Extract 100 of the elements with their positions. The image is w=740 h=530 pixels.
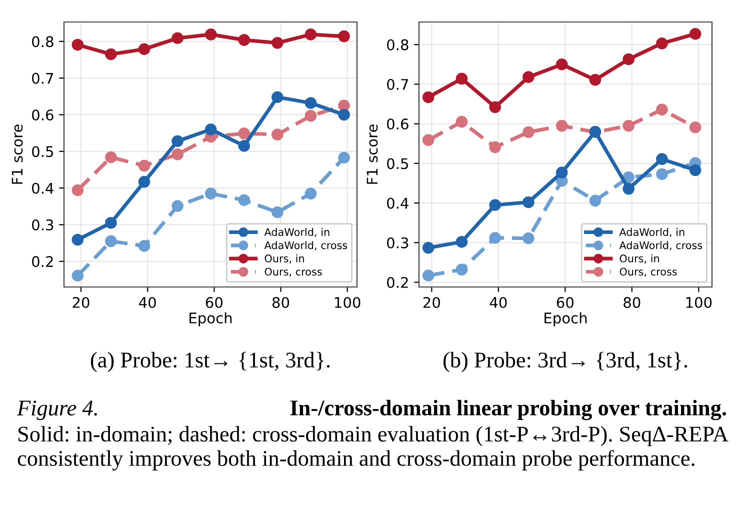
point xyxy=(556,166,568,178)
point xyxy=(422,134,434,146)
point xyxy=(72,38,84,51)
point xyxy=(304,28,317,40)
point xyxy=(456,236,468,248)
y-tick-label: 0.2 xyxy=(387,276,408,288)
y-tick-label: 0.7 xyxy=(32,72,54,84)
point xyxy=(172,135,184,148)
point xyxy=(204,123,217,136)
point xyxy=(238,194,250,206)
legend-label: Ours, cross xyxy=(620,268,677,277)
point xyxy=(656,168,668,180)
legend-label: Ours, in xyxy=(264,254,304,264)
y-tick-label: 0.6 xyxy=(32,109,54,120)
point xyxy=(622,120,634,132)
point xyxy=(338,108,350,121)
point xyxy=(489,199,501,211)
text: (a) Probe: 1st→ {1st, 3rd}. xyxy=(90,352,330,372)
point xyxy=(522,196,534,208)
x-tick-label: 20 xyxy=(423,296,440,308)
x-tick-label: 80 xyxy=(272,296,290,308)
x-tick-label: 80 xyxy=(624,296,640,308)
x-tick-label: 100 xyxy=(335,296,360,308)
point xyxy=(238,128,250,140)
legend-label: Ours, cross xyxy=(264,268,322,277)
point xyxy=(304,188,317,200)
point xyxy=(105,235,117,248)
y-tick-label: 0.5 xyxy=(32,146,54,158)
point xyxy=(338,152,350,164)
point xyxy=(272,36,284,49)
text: Solid: in-domain; dashed: cross-domain evaluation (1st-P↔3rd-P). SeqΔ-REPA consistently improves both in-domain and cross-domain probe performance. xyxy=(18,426,728,471)
point xyxy=(656,104,668,116)
point xyxy=(272,91,284,104)
x-tick-label: 60 xyxy=(206,296,222,308)
point xyxy=(238,140,250,152)
x-tick-label: 20 xyxy=(72,296,90,308)
y-tick-label: 0.5 xyxy=(387,158,408,170)
point xyxy=(489,141,501,154)
point xyxy=(556,58,568,70)
point xyxy=(456,264,468,276)
legend-label: AdaWorld, cross xyxy=(264,241,348,250)
point xyxy=(556,120,568,132)
y-axis-title: F1 score xyxy=(366,124,378,184)
point xyxy=(72,184,84,196)
y-tick-label: 0.3 xyxy=(387,237,408,248)
point xyxy=(456,72,468,85)
caption: Figure 4. xyxy=(16,400,97,420)
point xyxy=(422,270,434,282)
point xyxy=(272,128,284,140)
x-axis-title: Epoch xyxy=(544,312,587,326)
x-tick-label: 40 xyxy=(139,296,156,308)
point xyxy=(172,200,184,212)
y-tick-label: 0.7 xyxy=(387,78,408,90)
x-axis-title: Epoch xyxy=(190,312,232,326)
point xyxy=(589,194,602,207)
point xyxy=(689,121,702,134)
point xyxy=(138,160,150,172)
point xyxy=(622,171,634,184)
point xyxy=(105,216,117,229)
point xyxy=(138,240,150,252)
y-tick-label: 0.2 xyxy=(32,256,53,268)
point xyxy=(656,153,668,165)
y-tick-label: 0.3 xyxy=(32,219,54,230)
point xyxy=(489,232,501,244)
point xyxy=(304,110,317,122)
point xyxy=(489,101,501,114)
point xyxy=(238,34,250,46)
legend-label: Ours, in xyxy=(620,254,659,264)
point xyxy=(622,182,634,195)
legend-label: AdaWorld, in xyxy=(264,228,330,238)
point xyxy=(456,116,468,128)
point xyxy=(204,28,217,40)
point xyxy=(338,30,350,42)
point xyxy=(72,270,84,282)
point xyxy=(204,188,217,200)
point xyxy=(304,97,317,109)
x-tick-label: 100 xyxy=(686,296,712,308)
point xyxy=(272,206,284,218)
point xyxy=(522,126,534,138)
y-tick-label: 0.8 xyxy=(387,39,408,50)
point xyxy=(172,148,184,160)
x-tick-label: 40 xyxy=(490,296,507,308)
point xyxy=(105,48,117,60)
legend-label: AdaWorld, in xyxy=(619,228,684,238)
y-axis-title: F1 score xyxy=(12,124,23,184)
point xyxy=(522,232,534,244)
legend-label: AdaWorld, cross xyxy=(619,241,702,250)
point xyxy=(689,28,702,40)
point xyxy=(422,91,434,104)
point xyxy=(656,37,668,50)
point xyxy=(522,71,534,83)
text: In-/cross-domain linear probing over training. xyxy=(290,400,726,420)
point xyxy=(72,234,84,246)
point xyxy=(105,151,117,164)
point xyxy=(589,74,602,86)
y-tick-label: 0.6 xyxy=(387,118,408,130)
point xyxy=(689,164,702,176)
point xyxy=(422,242,434,254)
y-tick-label: 0.4 xyxy=(387,198,408,209)
point xyxy=(138,176,150,188)
